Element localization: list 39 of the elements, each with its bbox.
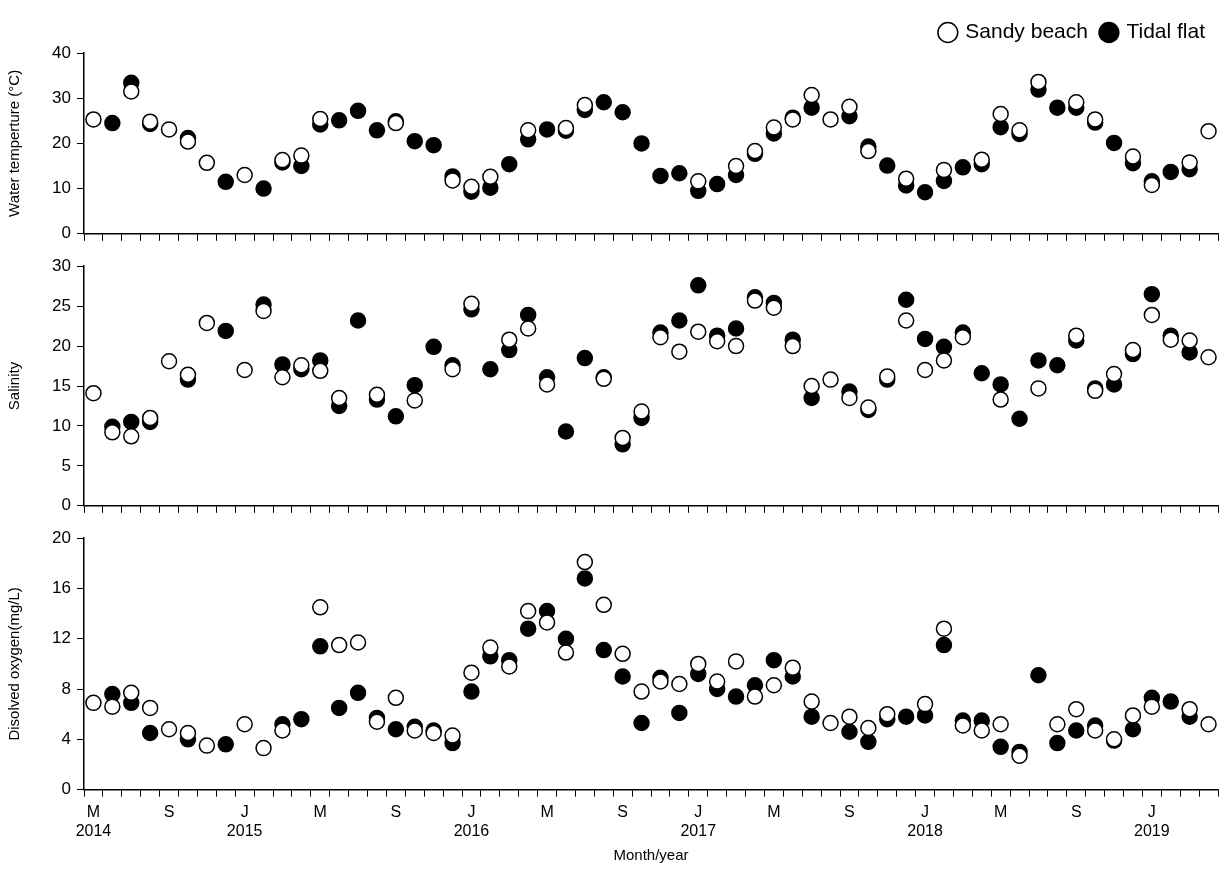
y-tick-label: 20	[52, 335, 71, 355]
y-tick-label: 20	[52, 133, 71, 153]
y-tick-label: 40	[52, 42, 71, 62]
y-tick-label: 5	[61, 455, 71, 475]
x-tick-label: S	[163, 802, 175, 820]
y-axis-title: Salinity	[5, 361, 23, 411]
y-tick-label: 12	[52, 628, 71, 648]
y-tick-label: 0	[61, 223, 71, 243]
y-tick-label: 0	[61, 779, 71, 799]
y-tick-label: 0	[61, 495, 71, 515]
x-tick-label: J 2018	[907, 802, 943, 839]
x-tick-label: S	[1070, 802, 1082, 820]
x-tick-label: M	[767, 802, 781, 820]
y-tick-label: 25	[52, 295, 71, 315]
x-axis-title: Month/year	[613, 846, 689, 864]
x-tick-label: J 2016	[453, 802, 490, 839]
y-tick-label: 10	[52, 415, 71, 435]
x-tick-label: S	[844, 802, 855, 820]
x-tick-label: J 2019	[1134, 802, 1170, 839]
y-axis-title: Disolved oxygen(mg/L)	[5, 587, 23, 741]
y-tick-label: 30	[52, 255, 71, 275]
y-tick-label: 30	[52, 87, 71, 107]
y-tick-label: 20	[52, 527, 71, 547]
x-tick-label: J 2017	[680, 802, 717, 839]
legend-label: Sandy beach	[965, 19, 1088, 43]
y-tick-label: 10	[52, 178, 71, 198]
x-tick-label: M	[540, 802, 554, 820]
x-tick-label: M	[313, 802, 327, 820]
x-tick-label: J 2015	[226, 802, 263, 839]
x-tick-label: M	[993, 802, 1008, 820]
y-tick-label: 4	[61, 729, 71, 749]
x-tick-label: M 2014	[75, 802, 112, 839]
x-tick-label: S	[617, 802, 628, 820]
legend-label: Tidal flat	[1126, 19, 1206, 43]
y-tick-label: 8	[61, 678, 71, 698]
x-tick-label: S	[390, 802, 402, 820]
y-tick-label: 15	[52, 375, 71, 395]
y-tick-label: 16	[52, 578, 71, 598]
y-axis-title: Water temperture (°C)	[5, 69, 23, 217]
